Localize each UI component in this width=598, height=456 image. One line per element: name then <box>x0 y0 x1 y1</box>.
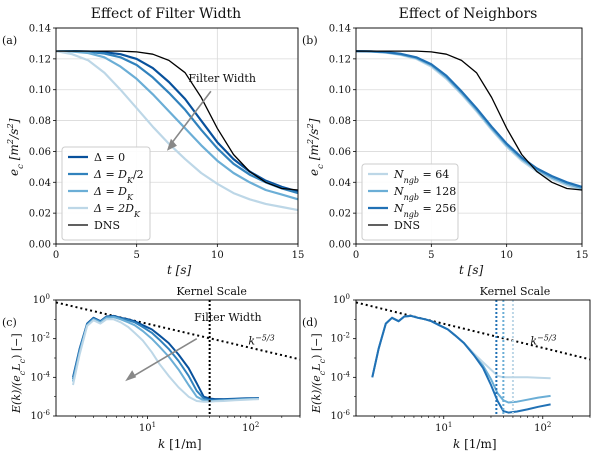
y-axis-label: ec [m2/s2] <box>6 118 26 176</box>
annotation-arrow <box>168 90 212 148</box>
y-tick-label: 0.08 <box>29 116 51 127</box>
y-tick-label: 0.14 <box>29 24 51 35</box>
plot-frame <box>355 27 583 245</box>
y-tick-label: 0.14 <box>329 24 351 35</box>
y-tick-label: 0.06 <box>329 147 351 158</box>
title-b: Effect of Neighbors <box>399 6 538 22</box>
panel-label-d: (d) <box>302 316 318 329</box>
y-tick-label: 0.12 <box>329 54 351 65</box>
legend-label: DNS <box>94 219 120 232</box>
legend-box <box>61 146 151 241</box>
y-tick-label: 10-4 <box>30 370 50 383</box>
legend-label: Δ = 2DK <box>93 202 141 219</box>
title-a: Effect of Filter Width <box>91 6 241 22</box>
series-line <box>55 50 299 212</box>
series-line <box>355 50 583 188</box>
y-tick-label: 0.06 <box>29 147 51 158</box>
panel-label-a: (a) <box>2 34 17 47</box>
slope-reference-line <box>55 301 301 361</box>
series-line <box>72 316 259 402</box>
x-tick-label: 10 <box>500 250 513 261</box>
legend-label: Δ = 0 <box>94 151 125 164</box>
legend-label: DNS <box>394 219 420 232</box>
series-line <box>371 314 551 404</box>
y-tick-label: 100 <box>333 293 350 306</box>
series-line <box>371 314 551 380</box>
x-tick-label: 15 <box>576 250 589 261</box>
y-tick-label: 0.10 <box>29 85 51 96</box>
y-tick-label: 0.12 <box>29 54 51 65</box>
plot-frame <box>55 27 299 245</box>
x-axis-label: t [s] <box>167 263 191 277</box>
series-line <box>371 314 551 414</box>
y-tick-label: 0.00 <box>29 240 51 251</box>
kernel-scale-label: Kernel Scale <box>480 285 551 298</box>
panel-a: 0.00 0.02 0.04 0.06 0.08 0.10 0.12 0.14 0 5 10 15 t … <box>6 24 304 278</box>
x-tick-label: 5 <box>428 250 434 261</box>
legend-label: Nngb = 128 <box>393 185 456 202</box>
y-axis-label: E(k)/(ecLc) [−] <box>10 333 27 414</box>
series-line <box>56 49 299 195</box>
annotation-label: Filter Width <box>194 311 262 324</box>
y-tick-label: 0.04 <box>29 178 51 189</box>
y-tick-label: 0.08 <box>329 116 351 127</box>
x-tick-label: 15 <box>292 250 305 261</box>
legend-label: Nngb = 256 <box>393 202 456 219</box>
x-axis-label: k [1/m] <box>158 437 202 451</box>
y-axis-label: ec [m2/s2] <box>306 118 326 176</box>
y-tick-label: 10-6 <box>30 409 50 422</box>
y-axis-label: E(k)/(ecLc) [−] <box>310 333 327 414</box>
x-axis-label: t [s] <box>459 263 483 277</box>
x-tick-label: 101 <box>139 421 156 434</box>
kernel-scale-label: Kernel Scale <box>176 285 247 298</box>
annotation-arrow <box>127 337 198 380</box>
y-tick-label: 0.10 <box>329 85 351 96</box>
x-tick-label: 102 <box>534 421 551 434</box>
y-tick-label: 10-4 <box>330 370 350 383</box>
y-tick-label: 0.00 <box>329 240 351 251</box>
y-tick-label: 10-2 <box>330 332 350 345</box>
x-tick-label: 101 <box>435 421 452 434</box>
slope-label: k−5/3 <box>530 333 556 348</box>
x-tick-label: 0 <box>53 250 59 261</box>
plot-frame <box>355 299 591 417</box>
x-tick-label: 5 <box>133 250 139 261</box>
x-tick-label: 102 <box>242 421 259 434</box>
series-line <box>56 50 299 191</box>
x-tick-label: 10 <box>211 250 224 261</box>
y-tick-label: 10-6 <box>330 409 350 422</box>
legend-label: Δ = DK <box>93 185 134 202</box>
annotation-label: Filter Width <box>188 72 256 85</box>
x-tick-label: 0 <box>353 250 359 261</box>
slope-reference-line <box>355 301 591 361</box>
y-tick-label: 0.04 <box>329 178 351 189</box>
y-tick-label: 0.02 <box>29 209 51 220</box>
y-tick-label: 10-2 <box>30 332 50 345</box>
panel-d: 100 10-2 10-4 10-6 101 102 k−5/3 Kernel Scale k … <box>310 285 591 451</box>
plot-frame <box>55 299 301 417</box>
x-axis-label: k [1/m] <box>453 437 497 451</box>
y-tick-label: 100 <box>33 293 50 306</box>
panel-b: 0.00 0.02 0.04 0.06 0.08 0.10 0.12 0.14 0 5 10 15 t … <box>306 24 588 278</box>
panel-label-c: (c) <box>2 316 17 329</box>
legend-label: Nngb = 64 <box>393 168 449 185</box>
y-tick-label: 0.02 <box>329 209 351 220</box>
legend-box <box>361 163 459 241</box>
annotation-arrowhead <box>166 138 177 151</box>
panel-c: 100 10-2 10-4 10-6 101 102 k−5/3 Kernel Scale Fi… <box>10 285 301 451</box>
series-line <box>72 315 259 402</box>
series-line <box>55 50 299 201</box>
legend-label: Δ = DK/2 <box>93 168 144 185</box>
slope-label: k−5/3 <box>248 333 274 348</box>
series-line <box>356 50 583 191</box>
panel-label-b: (b) <box>302 34 318 47</box>
annotation-arrowhead <box>125 370 137 382</box>
series-line <box>72 318 259 403</box>
